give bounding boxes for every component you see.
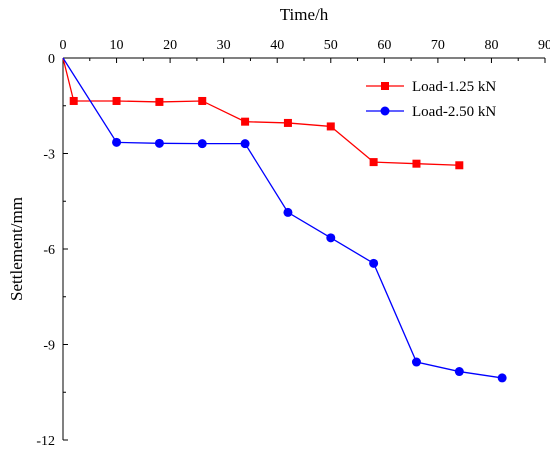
data-point <box>326 233 336 243</box>
legend-label: Load-2.50 kN <box>412 104 496 120</box>
data-point <box>283 118 292 127</box>
data-point <box>112 137 122 147</box>
y-axis-title: Settlement/mm <box>7 197 26 301</box>
legend-label: Load-1.25 kN <box>412 79 496 95</box>
data-point <box>454 367 464 377</box>
legend: Load-1.25 kN Load-2.50 kN <box>366 79 496 120</box>
data-point <box>198 96 207 105</box>
legend-marker <box>381 82 389 90</box>
data-point <box>326 122 335 131</box>
y-tick-label: -12 <box>36 434 55 449</box>
data-point <box>240 139 250 149</box>
data-point <box>455 161 464 170</box>
x-tick-label: 30 <box>217 38 231 53</box>
series-2 <box>62 57 507 383</box>
data-point <box>497 373 507 383</box>
axes: 0 10 20 30 40 50 60 70 80 90 0 -3 -6 -9 -12 <box>36 38 550 449</box>
data-point <box>412 159 421 168</box>
x-axis-title: Time/h <box>280 5 329 24</box>
x-tick-label: 0 <box>60 38 67 53</box>
x-tick-label: 70 <box>431 38 445 53</box>
x-tick-label: 50 <box>324 38 338 53</box>
x-tick-label: 60 <box>377 38 391 53</box>
data-point <box>112 96 121 105</box>
x-tick-label: 80 <box>484 38 498 53</box>
data-point <box>197 139 207 149</box>
y-tick-label: 0 <box>48 52 55 67</box>
data-point <box>154 138 164 148</box>
x-tick-label: 10 <box>110 38 124 53</box>
data-point <box>369 258 379 268</box>
series-1 <box>62 57 464 170</box>
data-point <box>369 158 378 167</box>
data-point <box>411 357 421 367</box>
data-point <box>241 117 250 126</box>
y-tick-label: -9 <box>43 339 55 354</box>
data-point <box>283 207 293 217</box>
y-tick-label: -3 <box>43 148 55 163</box>
data-point <box>69 96 78 105</box>
data-point <box>155 97 164 106</box>
x-tick-label: 20 <box>163 38 177 53</box>
y-tick-label: -6 <box>43 243 55 258</box>
x-tick-label: 90 <box>538 38 550 53</box>
series-layer <box>62 57 507 383</box>
x-tick-label: 40 <box>270 38 284 53</box>
legend-marker <box>380 106 390 116</box>
